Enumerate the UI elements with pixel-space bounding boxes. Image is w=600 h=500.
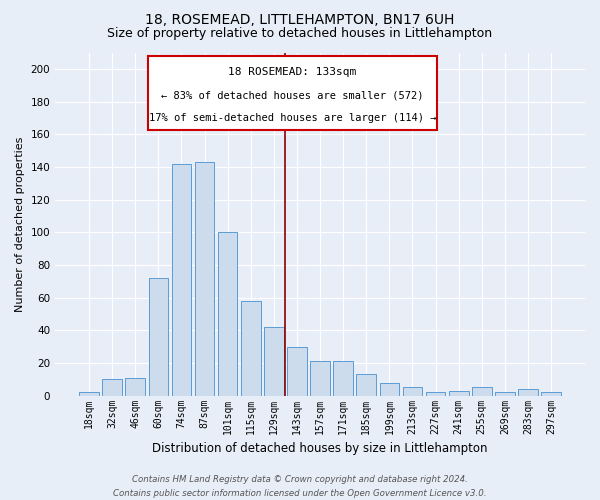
Bar <box>264 327 284 396</box>
Bar <box>334 362 353 396</box>
Bar <box>426 392 445 396</box>
Text: 18 ROSEMEAD: 133sqm: 18 ROSEMEAD: 133sqm <box>228 67 356 77</box>
Text: Contains HM Land Registry data © Crown copyright and database right 2024.: Contains HM Land Registry data © Crown c… <box>132 475 468 484</box>
Bar <box>125 378 145 396</box>
Bar <box>103 380 122 396</box>
Text: ← 83% of detached houses are smaller (572): ← 83% of detached houses are smaller (57… <box>161 90 424 100</box>
Bar <box>518 389 538 396</box>
FancyBboxPatch shape <box>148 56 437 130</box>
Bar <box>218 232 238 396</box>
Bar <box>449 390 469 396</box>
Bar <box>472 388 491 396</box>
Text: Size of property relative to detached houses in Littlehampton: Size of property relative to detached ho… <box>107 28 493 40</box>
Bar <box>172 164 191 396</box>
Bar <box>241 301 260 396</box>
Bar <box>541 392 561 396</box>
Bar <box>380 382 399 396</box>
Bar <box>287 346 307 396</box>
Text: 18, ROSEMEAD, LITTLEHAMPTON, BN17 6UH: 18, ROSEMEAD, LITTLEHAMPTON, BN17 6UH <box>145 12 455 26</box>
Y-axis label: Number of detached properties: Number of detached properties <box>15 136 25 312</box>
Bar <box>356 374 376 396</box>
Text: Contains public sector information licensed under the Open Government Licence v3: Contains public sector information licen… <box>113 488 487 498</box>
Bar <box>79 392 99 396</box>
Bar <box>310 362 330 396</box>
Bar <box>403 388 422 396</box>
Bar <box>495 392 515 396</box>
X-axis label: Distribution of detached houses by size in Littlehampton: Distribution of detached houses by size … <box>152 442 488 455</box>
Bar <box>149 278 168 396</box>
Text: 17% of semi-detached houses are larger (114) →: 17% of semi-detached houses are larger (… <box>149 113 436 123</box>
Bar <box>195 162 214 396</box>
